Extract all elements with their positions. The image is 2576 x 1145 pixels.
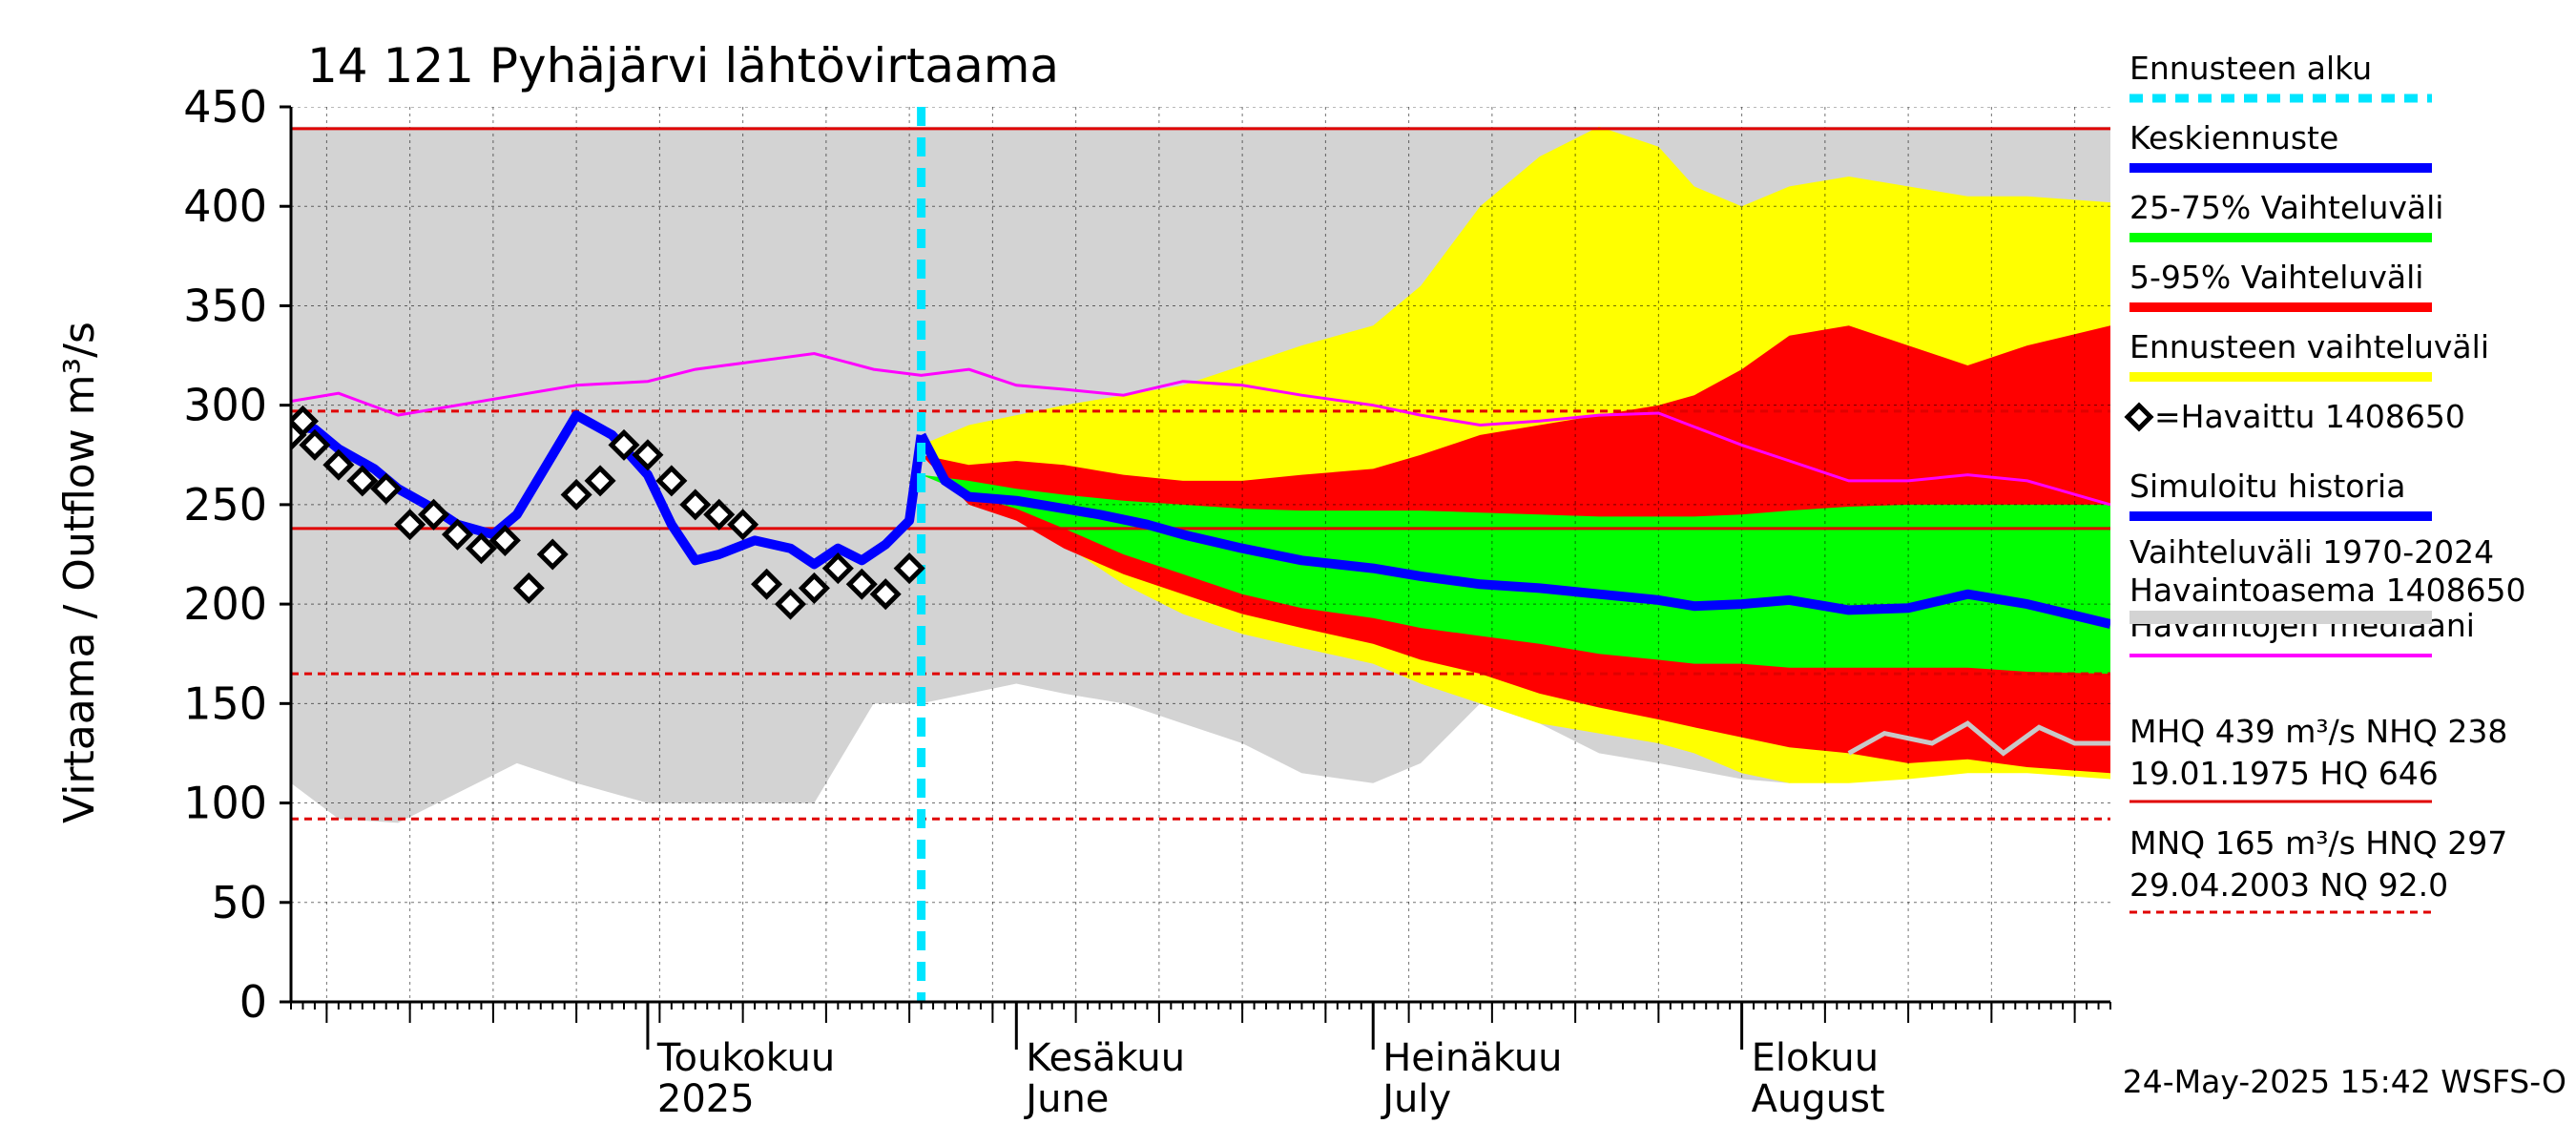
observed-point xyxy=(774,588,807,620)
observed-point xyxy=(512,572,545,604)
x-month-label-en: July xyxy=(1380,1077,1451,1121)
reference-lines xyxy=(291,127,2110,821)
observed-point xyxy=(584,465,616,497)
station-swatch xyxy=(2129,611,2432,624)
observed-point xyxy=(608,428,640,461)
mhq-line-2: 19.01.1975 HQ 646 xyxy=(2129,755,2439,792)
observed-point xyxy=(441,518,474,551)
mnq-line-1: MNQ 165 m³/s HNQ 297 xyxy=(2129,824,2507,862)
axes: 0 50 100 150 200 250 300 350 400 450 Toukokuu2025… xyxy=(183,81,2111,1121)
y-tick-label: 300 xyxy=(183,380,267,431)
chart-title: 14 121 Pyhäjärvi lähtövirtaama xyxy=(307,38,1059,94)
y-tick-label: 0 xyxy=(239,976,267,1028)
x-month-label-fi: Elokuu xyxy=(1752,1036,1880,1080)
observed-point xyxy=(299,428,331,461)
observed-point xyxy=(394,509,426,541)
observed-point xyxy=(560,478,592,511)
observed-point xyxy=(322,448,355,481)
plot-area xyxy=(291,107,2110,1002)
observed-point xyxy=(798,572,830,604)
observed-point xyxy=(465,532,497,565)
observed-point xyxy=(751,568,783,600)
legend-label: Simuloitu historia xyxy=(2129,468,2405,505)
y-ticks: 0 50 100 150 200 250 300 350 400 450 xyxy=(183,81,291,1028)
y-tick-label: 250 xyxy=(183,479,267,531)
x-month-label-en: August xyxy=(1752,1077,1885,1121)
mhq-line-1: MHQ 439 m³/s NHQ 238 xyxy=(2129,713,2507,750)
observed-point xyxy=(632,439,664,471)
legend-label: Ennusteen alku xyxy=(2129,50,2372,87)
station-label: Havaintoasema 1408650 xyxy=(2129,572,2526,609)
legend-label: Keskiennuste xyxy=(2129,119,2338,156)
observed-point xyxy=(869,578,902,611)
x-month-label-fi: Heinäkuu xyxy=(1382,1036,1562,1080)
legend-label: Ennusteen vaihteluväli xyxy=(2129,328,2489,365)
observed-point xyxy=(488,524,521,556)
y-tick-label: 400 xyxy=(183,180,267,232)
forecast-25-75-band xyxy=(921,474,2110,675)
y-axis-label: Virtaama / Outflow m³/s xyxy=(55,322,104,823)
legend-marker xyxy=(2124,402,2154,432)
observed-point xyxy=(655,465,688,497)
y-tick-label: 150 xyxy=(183,677,267,729)
observed-markers xyxy=(291,405,925,620)
y-tick-label: 350 xyxy=(183,280,267,331)
observed-point xyxy=(821,552,854,585)
y-tick-label: 50 xyxy=(211,877,267,928)
mean-forecast-line xyxy=(917,432,2110,629)
x-month-label-fi: Kesäkuu xyxy=(1026,1036,1185,1080)
observed-point xyxy=(679,489,712,521)
observed-point xyxy=(370,472,403,505)
y-tick-label: 100 xyxy=(183,778,267,829)
median-line xyxy=(291,351,2110,507)
observed-point xyxy=(291,405,319,437)
observed-point xyxy=(418,498,450,531)
mnq-line-2: 29.04.2003 NQ 92.0 xyxy=(2129,866,2448,904)
observed-point xyxy=(346,465,379,497)
legend-label: 5-95% Vaihteluväli xyxy=(2129,259,2423,296)
observed-point xyxy=(727,509,759,541)
x-month-label-fi: Toukokuu xyxy=(656,1036,835,1080)
y-tick-label: 200 xyxy=(183,578,267,630)
legend-stats: Havaintoasema 1408650 MHQ 439 m³/s NHQ 2… xyxy=(2129,572,2526,914)
observed-point xyxy=(703,498,736,531)
y-tick-label: 450 xyxy=(183,81,267,133)
x-month-label-en: June xyxy=(1023,1077,1109,1121)
legend: Ennusteen alku Keskiennuste 25-75% Vaihtel… xyxy=(2124,50,2494,657)
observed-point xyxy=(893,552,925,585)
gray-history-line xyxy=(1847,720,2110,757)
x-month-label-en: 2025 xyxy=(657,1077,755,1121)
observed-point xyxy=(845,568,878,600)
legend-label: 25-75% Vaihteluväli xyxy=(2129,189,2443,226)
legend-label: =Havaittu 1408650 xyxy=(2154,398,2465,435)
timestamp: 24-May-2025 15:42 WSFS-O xyxy=(2123,1063,2566,1100)
legend-label: Vaihteluväli 1970-2024 xyxy=(2129,533,2494,571)
observed-point xyxy=(536,538,569,571)
